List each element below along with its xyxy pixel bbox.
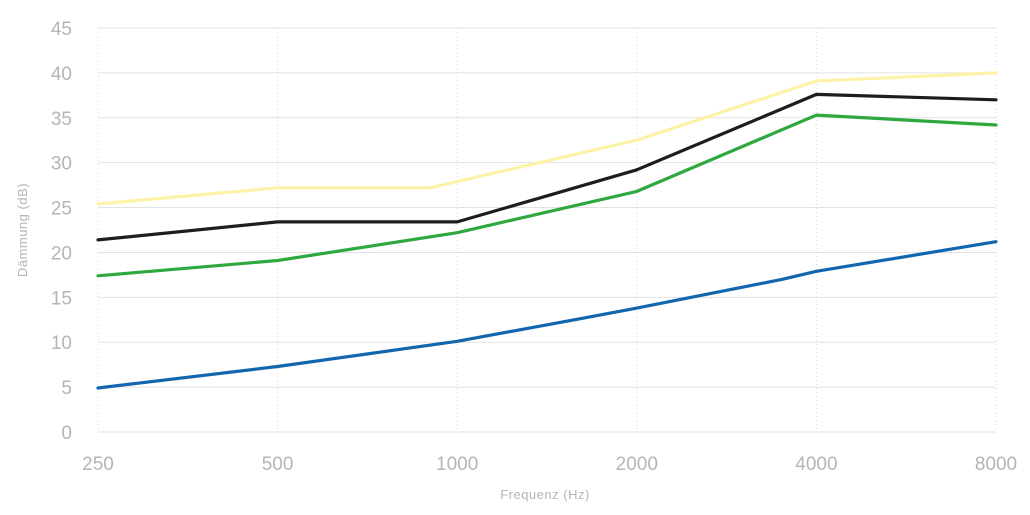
y-axis-ticks: 0 5 10 15 20 25 30 35 40 45 <box>51 19 72 444</box>
y-tick-label: 5 <box>61 378 72 399</box>
grid <box>97 27 997 433</box>
y-tick-label: 25 <box>51 199 72 220</box>
series-line-1 <box>96 71 998 206</box>
series-lines <box>96 71 998 390</box>
y-tick-label: 40 <box>51 64 72 85</box>
x-tick-label: 1000 <box>436 454 478 475</box>
x-axis-label: Frequenz (Hz) <box>500 487 590 502</box>
y-axis-label: Dämmung (dB) <box>15 183 30 277</box>
y-tick-label: 35 <box>51 109 72 130</box>
x-tick-label: 4000 <box>795 454 837 475</box>
x-tick-label: 2000 <box>616 454 658 475</box>
y-tick-label: 45 <box>51 19 72 40</box>
y-tick-label: 0 <box>61 423 72 444</box>
x-tick-label: 8000 <box>975 454 1017 475</box>
y-tick-label: 30 <box>51 154 72 175</box>
y-tick-label: 20 <box>51 243 72 264</box>
series-line-3 <box>96 113 998 278</box>
x-tick-label: 250 <box>82 454 114 475</box>
y-tick-label: 10 <box>51 333 72 354</box>
y-tick-label: 15 <box>51 288 72 309</box>
series-line-4 <box>96 240 998 390</box>
x-axis-ticks: 250 500 1000 2000 4000 8000 <box>82 454 1017 475</box>
x-tick-label: 500 <box>262 454 294 475</box>
series-line-2 <box>96 92 998 242</box>
